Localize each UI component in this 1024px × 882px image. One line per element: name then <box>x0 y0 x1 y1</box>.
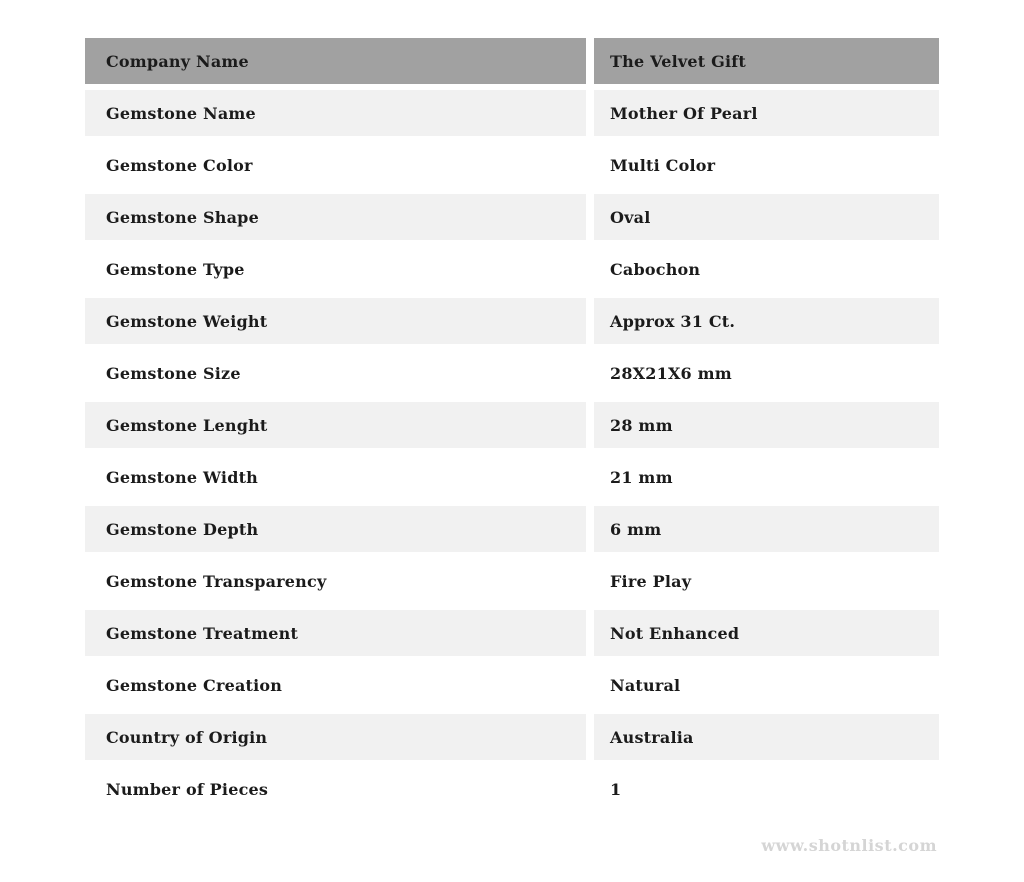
spec-label-cell: Gemstone Transparency <box>85 558 586 604</box>
spec-value-cell: Natural <box>594 662 939 708</box>
spec-label-cell: Gemstone Depth <box>85 506 586 552</box>
spec-value-cell: 1 <box>594 766 939 812</box>
table-row: Gemstone Name Mother Of Pearl <box>85 90 939 136</box>
spec-value-cell: Not Enhanced <box>594 610 939 656</box>
table-row: Gemstone Color Multi Color <box>85 142 939 188</box>
spec-value-cell: Approx 31 Ct. <box>594 298 939 344</box>
table-row: Gemstone Transparency Fire Play <box>85 558 939 604</box>
table-row: Gemstone Lenght 28 mm <box>85 402 939 448</box>
spec-value-cell: 28 mm <box>594 402 939 448</box>
spec-value-cell: Australia <box>594 714 939 760</box>
spec-label-cell: Gemstone Name <box>85 90 586 136</box>
table-row: Gemstone Shape Oval <box>85 194 939 240</box>
table-row: Number of Pieces 1 <box>85 766 939 812</box>
spec-label-cell: Gemstone Type <box>85 246 586 292</box>
spec-label-cell: Gemstone Color <box>85 142 586 188</box>
table-row: Country of Origin Australia <box>85 714 939 760</box>
spec-value-cell: 28X21X6 mm <box>594 350 939 396</box>
spec-label-cell: Gemstone Creation <box>85 662 586 708</box>
spec-value-cell: Cabochon <box>594 246 939 292</box>
spec-value-cell: Multi Color <box>594 142 939 188</box>
spec-label-cell: Gemstone Shape <box>85 194 586 240</box>
spec-value-cell: 21 mm <box>594 454 939 500</box>
footer: www.shotnlist.com <box>85 836 939 855</box>
spec-value-cell: Fire Play <box>594 558 939 604</box>
table-row: Gemstone Type Cabochon <box>85 246 939 292</box>
table-row: Gemstone Width 21 mm <box>85 454 939 500</box>
spec-label-cell: Gemstone Weight <box>85 298 586 344</box>
spec-label-cell: Country of Origin <box>85 714 586 760</box>
spec-label-cell: Gemstone Treatment <box>85 610 586 656</box>
table-header-row: Company Name The Velvet Gift <box>85 38 939 84</box>
table-row: Gemstone Creation Natural <box>85 662 939 708</box>
table-row: Gemstone Treatment Not Enhanced <box>85 610 939 656</box>
table-row: Gemstone Weight Approx 31 Ct. <box>85 298 939 344</box>
spec-label-cell: Number of Pieces <box>85 766 586 812</box>
gemstone-spec-table: Company Name The Velvet Gift Gemstone Na… <box>85 38 939 812</box>
header-label-cell: Company Name <box>85 38 586 84</box>
spec-value-cell: Oval <box>594 194 939 240</box>
spec-label-cell: Gemstone Width <box>85 454 586 500</box>
header-value-cell: The Velvet Gift <box>594 38 939 84</box>
spec-value-cell: Mother Of Pearl <box>594 90 939 136</box>
table-row: Gemstone Size 28X21X6 mm <box>85 350 939 396</box>
spec-value-cell: 6 mm <box>594 506 939 552</box>
table-row: Gemstone Depth 6 mm <box>85 506 939 552</box>
spec-label-cell: Gemstone Size <box>85 350 586 396</box>
spec-label-cell: Gemstone Lenght <box>85 402 586 448</box>
watermark-text: www.shotnlist.com <box>761 836 937 855</box>
